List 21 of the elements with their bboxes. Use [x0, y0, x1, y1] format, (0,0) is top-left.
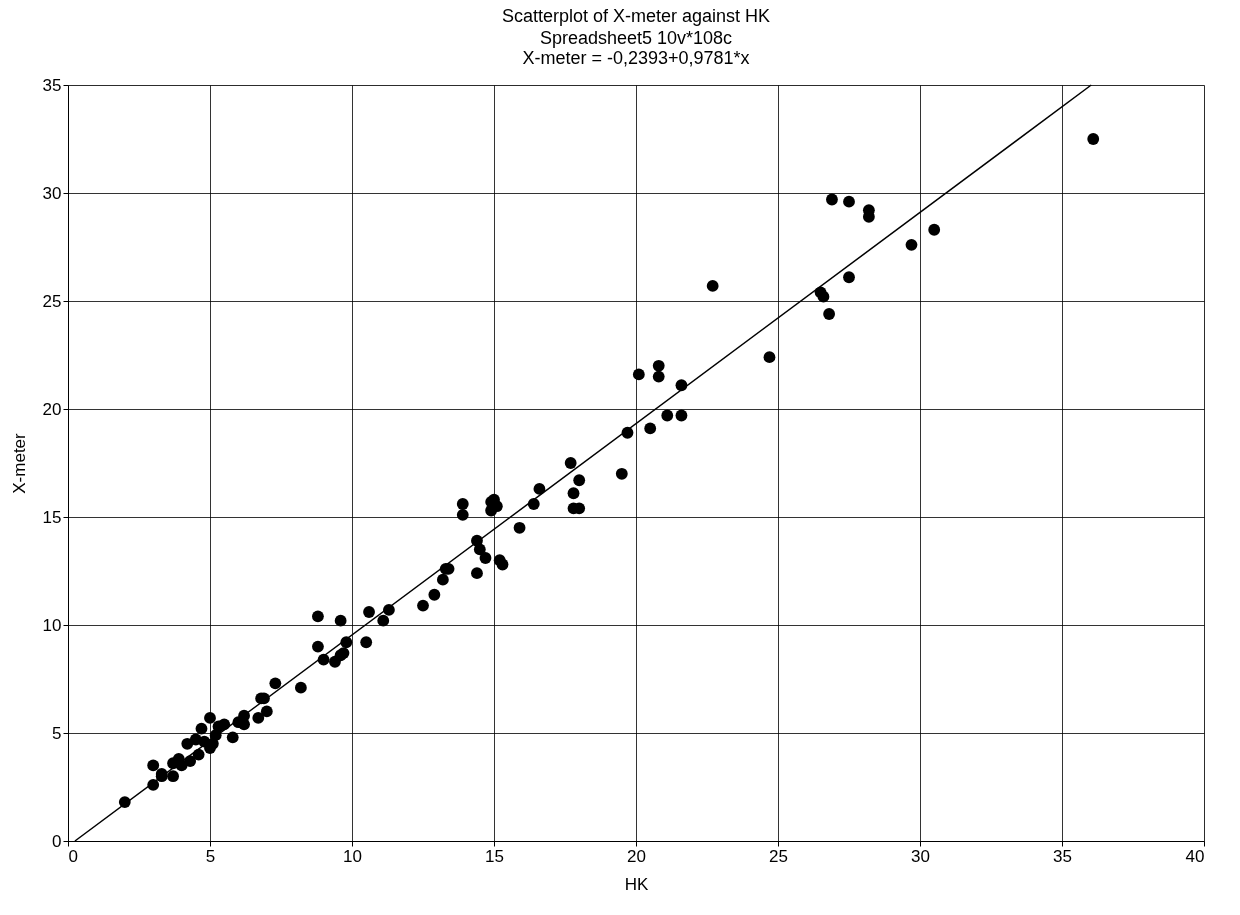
- x-tick-label: 20: [627, 846, 646, 866]
- y-tick-label: 20: [42, 399, 62, 419]
- x-tick-label: 0: [68, 846, 78, 866]
- x-axis-title: HK: [624, 874, 649, 894]
- y-tick-label: 10: [42, 615, 62, 635]
- y-tick-label: 0: [52, 831, 62, 851]
- x-tick-label: 15: [485, 846, 504, 866]
- x-tick-label: 30: [911, 846, 930, 866]
- chart-subtitle: Spreadsheet5 10v*108c X-meter = -0,2393+0,9781*x: [522, 28, 750, 68]
- y-tick-label: 5: [52, 723, 62, 743]
- x-tick-label: 25: [769, 846, 788, 866]
- y-axis-title: X-meter: [9, 432, 29, 494]
- x-tick-label: 10: [343, 846, 362, 866]
- y-tick-label: 35: [42, 75, 62, 95]
- x-tick-label: 35: [1053, 846, 1072, 866]
- x-tick-label: 5: [205, 846, 216, 866]
- x-tick-label: 40: [1185, 846, 1205, 866]
- y-tick-label: 30: [42, 183, 62, 203]
- y-tick-label: 25: [42, 291, 62, 311]
- chart-title: Scatterplot of X-meter against HK: [501, 6, 771, 26]
- y-tick-label: 15: [42, 507, 62, 527]
